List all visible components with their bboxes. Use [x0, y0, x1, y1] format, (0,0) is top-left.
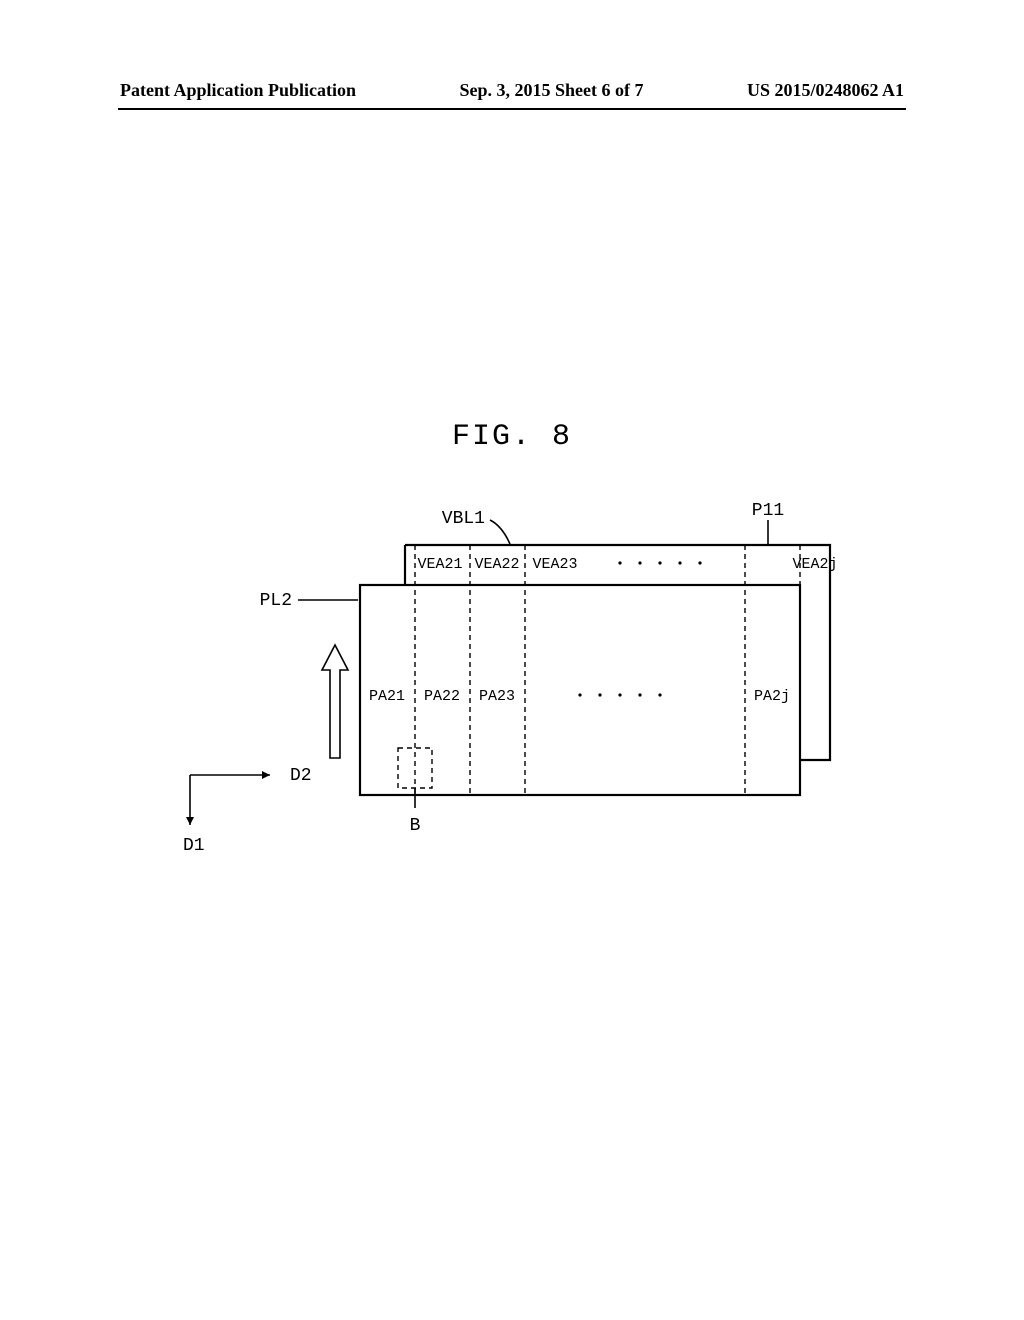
header-left: Patent Application Publication — [120, 80, 356, 101]
label-p11: P11 — [752, 501, 784, 521]
label-pa23: PA23 — [479, 688, 515, 705]
label-vea2j: VEA2j — [792, 556, 837, 573]
axis-indicator: D2 D1 — [183, 766, 312, 856]
mid-ellipsis — [578, 693, 661, 696]
label-vea22: VEA22 — [474, 556, 519, 573]
label-b: B — [410, 816, 421, 836]
label-d1: D1 — [183, 836, 205, 856]
page: Patent Application Publication Sep. 3, 2… — [0, 0, 1024, 1320]
top-ellipsis — [618, 561, 701, 564]
label-vbl1: VBL1 — [442, 509, 485, 529]
figure-title: FIG. 8 — [0, 420, 1024, 454]
label-pa2j: PA2j — [754, 688, 790, 705]
label-d2: D2 — [290, 766, 312, 786]
label-pa21: PA21 — [369, 688, 405, 705]
header-center: Sep. 3, 2015 Sheet 6 of 7 — [460, 80, 644, 101]
label-pa22: PA22 — [424, 688, 460, 705]
label-vea21: VEA21 — [417, 556, 462, 573]
figure-8: VEA21 VEA22 VEA23 VEA2j PA21 PA22 PA23 P… — [150, 490, 870, 890]
header-right: US 2015/0248062 A1 — [747, 80, 904, 101]
header-rule — [118, 108, 906, 110]
label-vea23: VEA23 — [532, 556, 577, 573]
label-pl2: PL2 — [260, 591, 292, 611]
page-header: Patent Application Publication Sep. 3, 2… — [120, 80, 904, 101]
